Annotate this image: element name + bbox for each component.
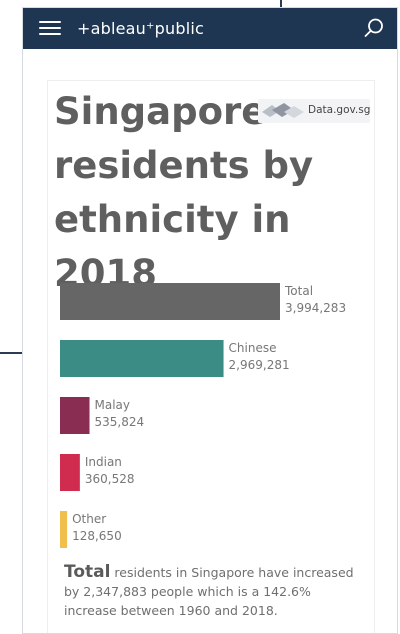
bar-value-label: 128,650 bbox=[72, 529, 122, 543]
source-badge[interactable]: Data.gov.sg bbox=[258, 99, 370, 123]
bar-category-label: Malay bbox=[95, 398, 131, 412]
background-outline-line bbox=[280, 0, 282, 8]
footnote-body: residents in Singapore have increased by… bbox=[64, 565, 354, 618]
bar-chinese[interactable] bbox=[60, 340, 224, 377]
bar-indian[interactable] bbox=[60, 454, 80, 491]
bar-value-label: 360,528 bbox=[85, 472, 135, 486]
hamburger-menu-icon[interactable] bbox=[39, 19, 61, 37]
bar-total[interactable] bbox=[60, 283, 280, 320]
bar-malay[interactable] bbox=[60, 397, 90, 434]
bar-value-label: 535,824 bbox=[95, 415, 145, 429]
background-outline-line bbox=[0, 352, 22, 354]
bar-category-label: Indian bbox=[85, 455, 122, 469]
tableau-public-logo[interactable]: +ableau⁺public bbox=[77, 19, 204, 38]
bar-value-label: 2,969,281 bbox=[229, 358, 290, 372]
bar-category-label: Total bbox=[284, 284, 313, 298]
footnote-lead: Total bbox=[64, 562, 111, 582]
bar-other[interactable] bbox=[60, 511, 68, 548]
search-icon[interactable] bbox=[363, 17, 385, 39]
visualization-card: Singapore residents by ethnicity in 2018… bbox=[47, 80, 375, 633]
bar-category-label: Other bbox=[72, 512, 106, 526]
source-label: Data.gov.sg bbox=[308, 104, 371, 116]
ethnicity-bar-chart: Total 3,994,283 Chinese 2,969,281 Malay 535,8… bbox=[60, 283, 346, 548]
mobile-viewport: +ableau⁺public Singapore residents by et… bbox=[22, 7, 398, 634]
bar-value-label: 3,994,283 bbox=[285, 301, 346, 315]
data-gov-sg-logo-icon bbox=[262, 103, 304, 118]
footnote-text: Total residents in Singapore have increa… bbox=[64, 563, 364, 620]
top-navigation-bar: +ableau⁺public bbox=[23, 8, 397, 49]
bar-category-label: Chinese bbox=[229, 341, 277, 355]
